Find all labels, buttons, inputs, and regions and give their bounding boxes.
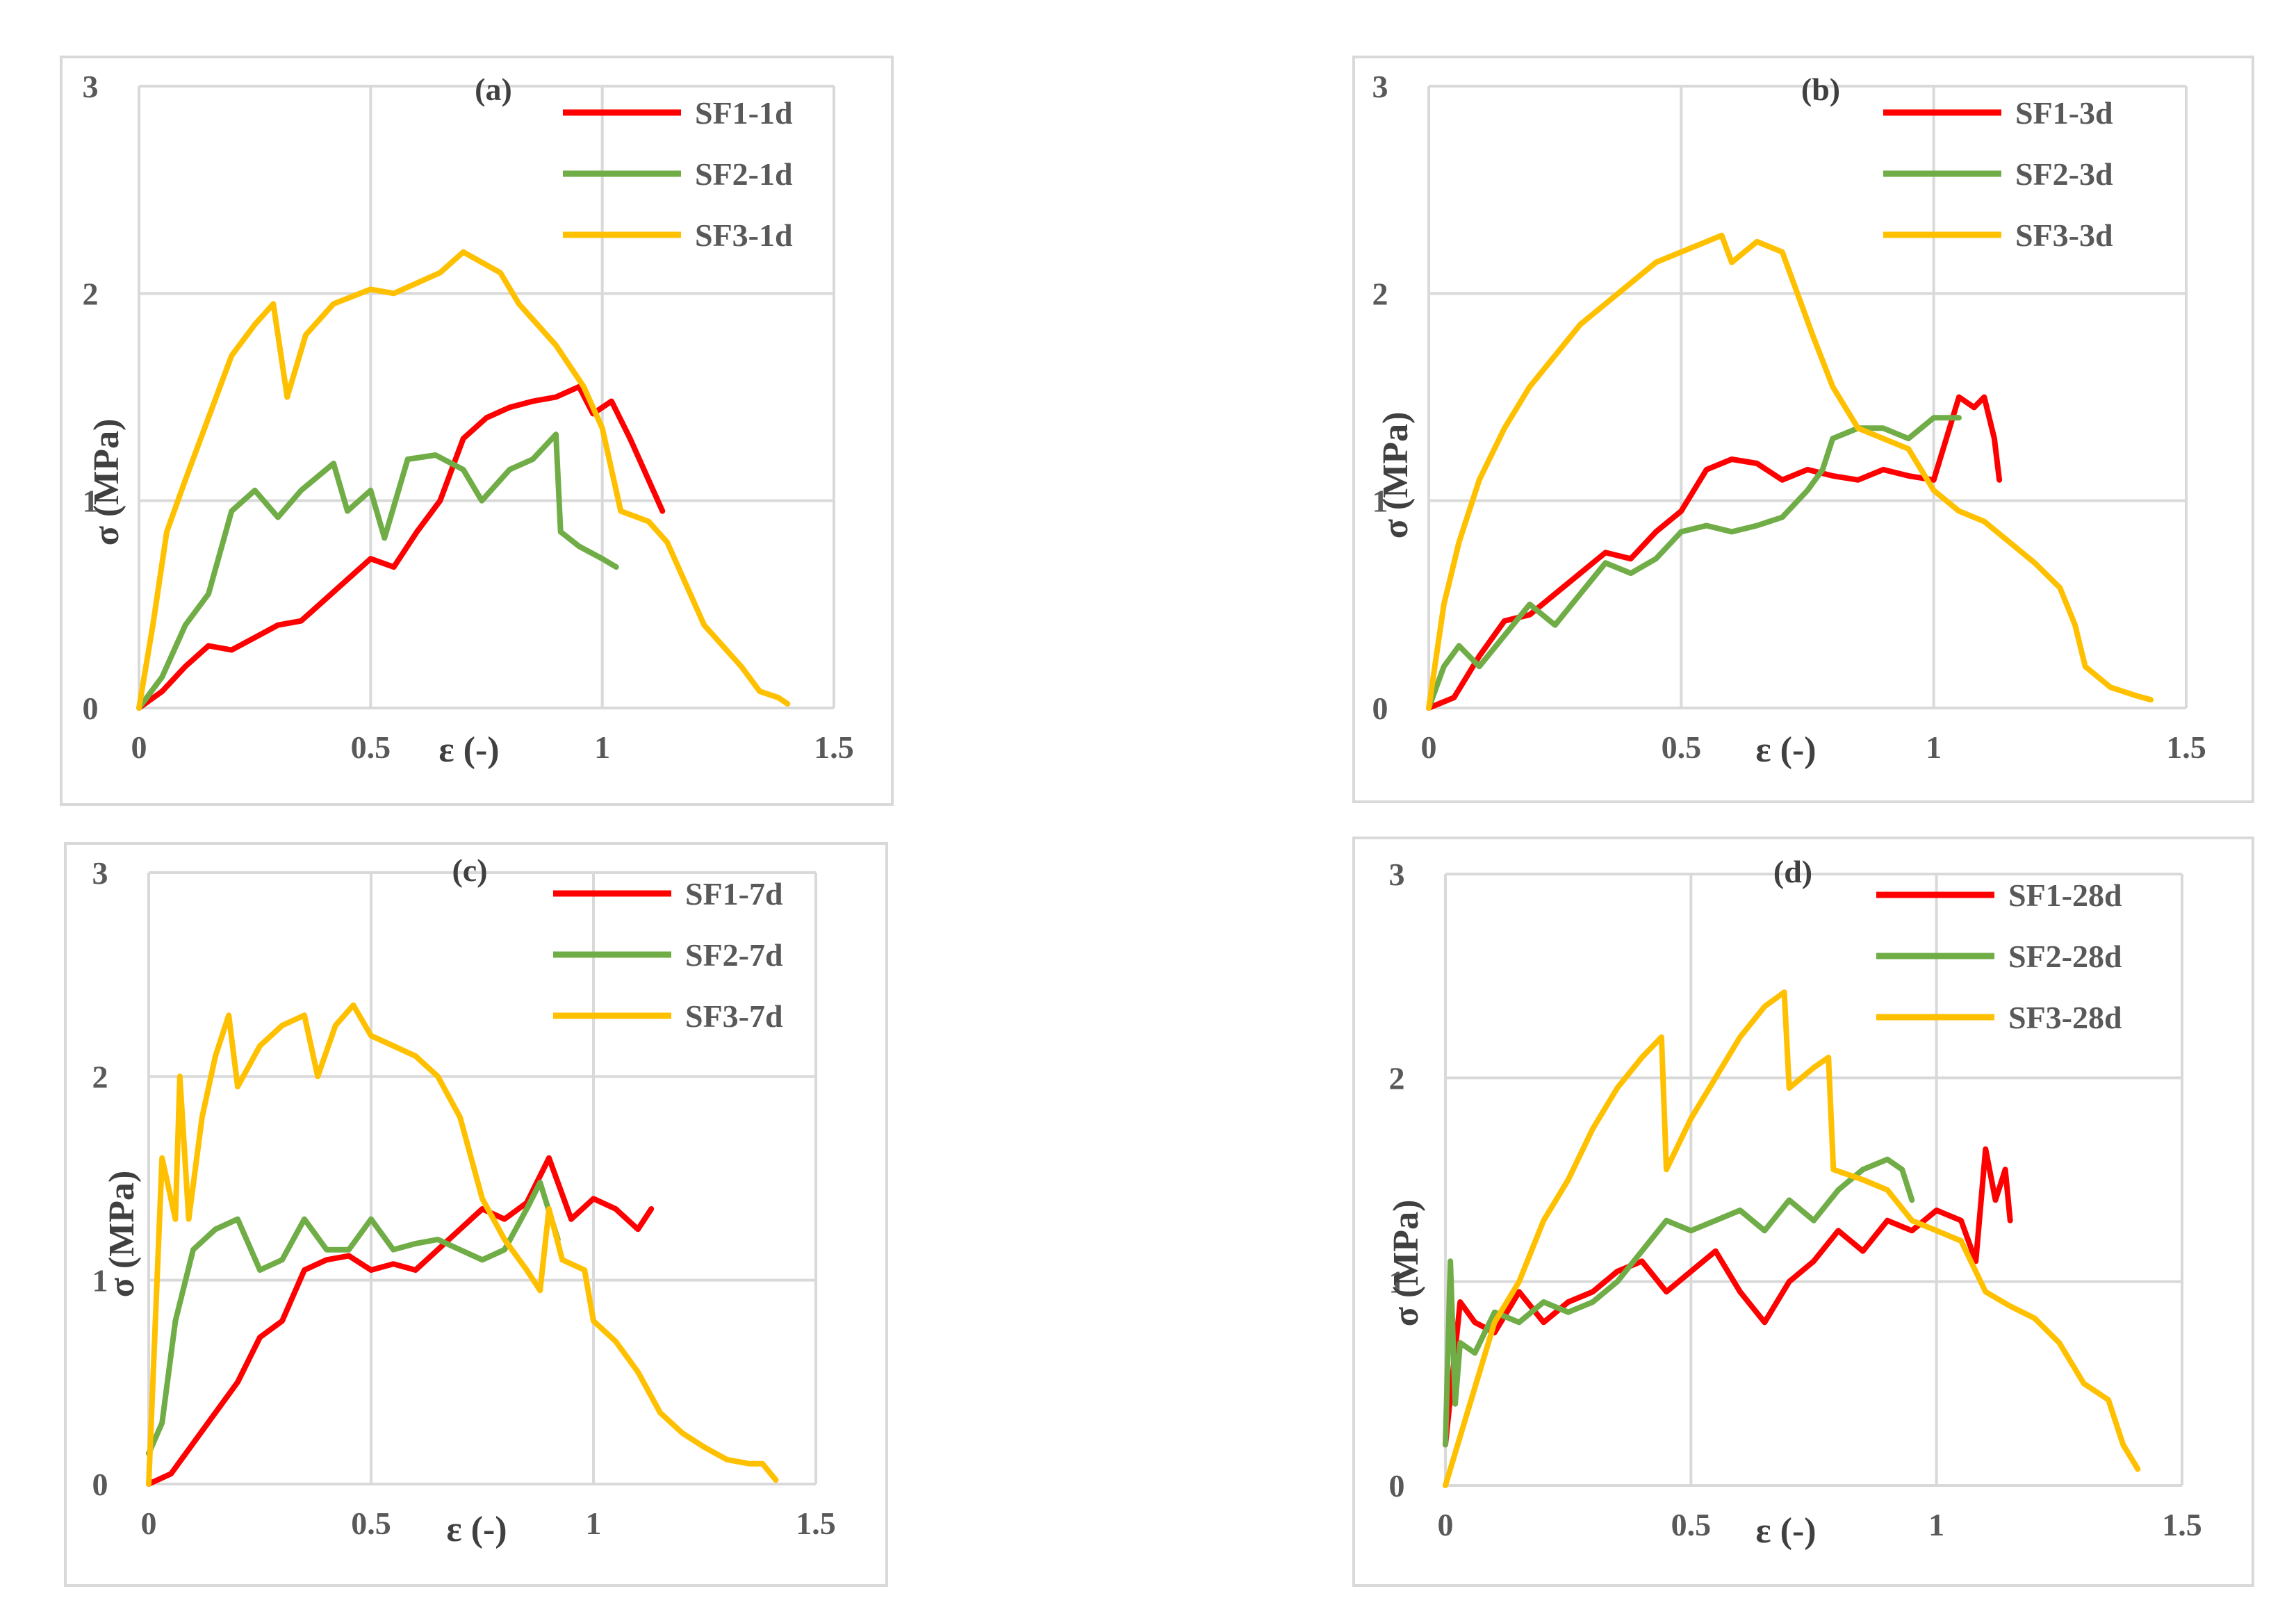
y-tick-label: 0 (83, 691, 99, 726)
x-tick-label: 1.5 (2162, 1507, 2202, 1542)
series-line-SF3-3d (1426, 232, 2154, 711)
legend-label: SF1-3d (2015, 95, 2113, 131)
series-line-SF3-1d (136, 249, 791, 711)
y-axis-label: σ (MPa) (87, 419, 126, 546)
x-tick-label: 1 (594, 730, 610, 765)
chart-d: 0 0.5 1 1.5 0 1 2 3 ε (-) σ (MPa) (d) SF1-28d SF2-28… (1386, 854, 2202, 1551)
y-tick-label: 1 (92, 1263, 108, 1299)
legend-label: SF2-28d (2008, 939, 2122, 974)
y-tick-label: 3 (92, 855, 108, 891)
x-tick-label: 0.5 (351, 730, 391, 765)
chart-c: 0 0.5 1 1.5 0 1 2 3 ε (-) σ (MPa) (c) SF1-7d SF2-7d S… (92, 852, 836, 1549)
y-tick-label: 1 (1389, 1264, 1405, 1300)
y-tick-label: 3 (1389, 857, 1405, 892)
series-line-SF2-28d (1443, 1156, 1915, 1448)
x-tick-label: 0 (1421, 730, 1437, 765)
panel-a: 0 0.5 1 1.5 0 1 2 3 ε (-) σ (MPa) (a) SF1-1d SF2-1d S… (60, 56, 894, 806)
x-tick-label: 1.5 (796, 1506, 836, 1541)
series-line-SF1-7d (146, 1155, 655, 1487)
x-tick-label: 0.5 (351, 1506, 391, 1541)
legend-label: SF3-7d (685, 998, 783, 1034)
y-tick-label: 2 (92, 1059, 108, 1094)
x-axis-label: ε (-) (1755, 730, 1816, 770)
series-line-SF3-7d (146, 1002, 779, 1487)
legend-label: SF3-3d (2015, 217, 2113, 253)
panel-label: (b) (1801, 72, 1840, 107)
x-axis-label: ε (-) (1755, 1511, 1816, 1551)
panel-d: 0 0.5 1 1.5 0 1 2 3 ε (-) σ (MPa) (d) SF1-28d SF2-28… (1352, 837, 2254, 1587)
y-tick-label: 1 (83, 484, 99, 519)
y-tick-label: 3 (1372, 69, 1388, 104)
x-tick-label: 1.5 (814, 730, 854, 765)
x-tick-label: 0.5 (1671, 1507, 1712, 1542)
legend-label: SF1-1d (695, 95, 793, 131)
panel-label: (d) (1773, 854, 1812, 889)
legend-label: SF2-3d (2015, 156, 2113, 192)
legend-label: SF3-28d (2008, 1000, 2122, 1035)
x-axis-label: ε (-) (438, 730, 499, 770)
x-tick-label: 1 (586, 1506, 602, 1541)
series-line-SF1-3d (1426, 394, 2003, 711)
x-tick-label: 1.5 (2166, 730, 2206, 765)
y-tick-label: 0 (1372, 691, 1388, 726)
y-tick-label: 2 (1389, 1060, 1405, 1096)
x-tick-label: 0 (141, 1506, 157, 1541)
legend-label: SF1-7d (685, 876, 783, 912)
x-tick-label: 0 (131, 730, 147, 765)
x-tick-label: 1 (1928, 1507, 1944, 1542)
panel-label: (c) (452, 852, 487, 888)
x-tick-label: 0.5 (1662, 730, 1702, 765)
y-tick-label: 2 (1372, 276, 1388, 311)
y-axis-label: σ (MPa) (1376, 412, 1416, 539)
series-line-SF2-3d (1426, 415, 1962, 711)
legend-label: SF3-1d (695, 217, 793, 253)
series-line-SF2-7d (146, 1179, 561, 1456)
x-axis-label: ε (-) (446, 1510, 507, 1549)
panel-label: (a) (475, 72, 512, 107)
y-axis-label: σ (MPa) (102, 1171, 142, 1298)
y-tick-label: 1 (1372, 484, 1388, 519)
series-line-SF2-1d (136, 431, 619, 711)
chart-a: 0 0.5 1 1.5 0 1 2 3 ε (-) σ (MPa) (a) SF1-1d SF2-1d S… (83, 69, 854, 770)
y-tick-label: 0 (92, 1467, 108, 1502)
panel-c: 0 0.5 1 1.5 0 1 2 3 ε (-) σ (MPa) (c) SF1-7d SF2-7d S… (64, 842, 888, 1587)
y-tick-label: 0 (1389, 1468, 1405, 1503)
y-tick-label: 3 (83, 69, 99, 104)
panel-b: 0 0.5 1 1.5 0 1 2 3 ε (-) σ (MPa) (b) SF1-3d SF2-3d S… (1352, 56, 2254, 803)
legend-label: SF1-28d (2008, 878, 2122, 913)
legend-label: SF2-1d (695, 156, 793, 192)
y-axis-label: σ (MPa) (1386, 1200, 1426, 1327)
series-line-SF1-28d (1443, 1146, 2013, 1448)
legend-label: SF2-7d (685, 937, 783, 973)
x-tick-label: 1 (1926, 730, 1942, 765)
y-tick-label: 2 (83, 276, 99, 311)
x-tick-label: 0 (1438, 1507, 1454, 1542)
chart-b: 0 0.5 1 1.5 0 1 2 3 ε (-) σ (MPa) (b) SF1-3d SF2-3d S… (1372, 69, 2206, 770)
series-line-SF3-28d (1443, 989, 2141, 1488)
